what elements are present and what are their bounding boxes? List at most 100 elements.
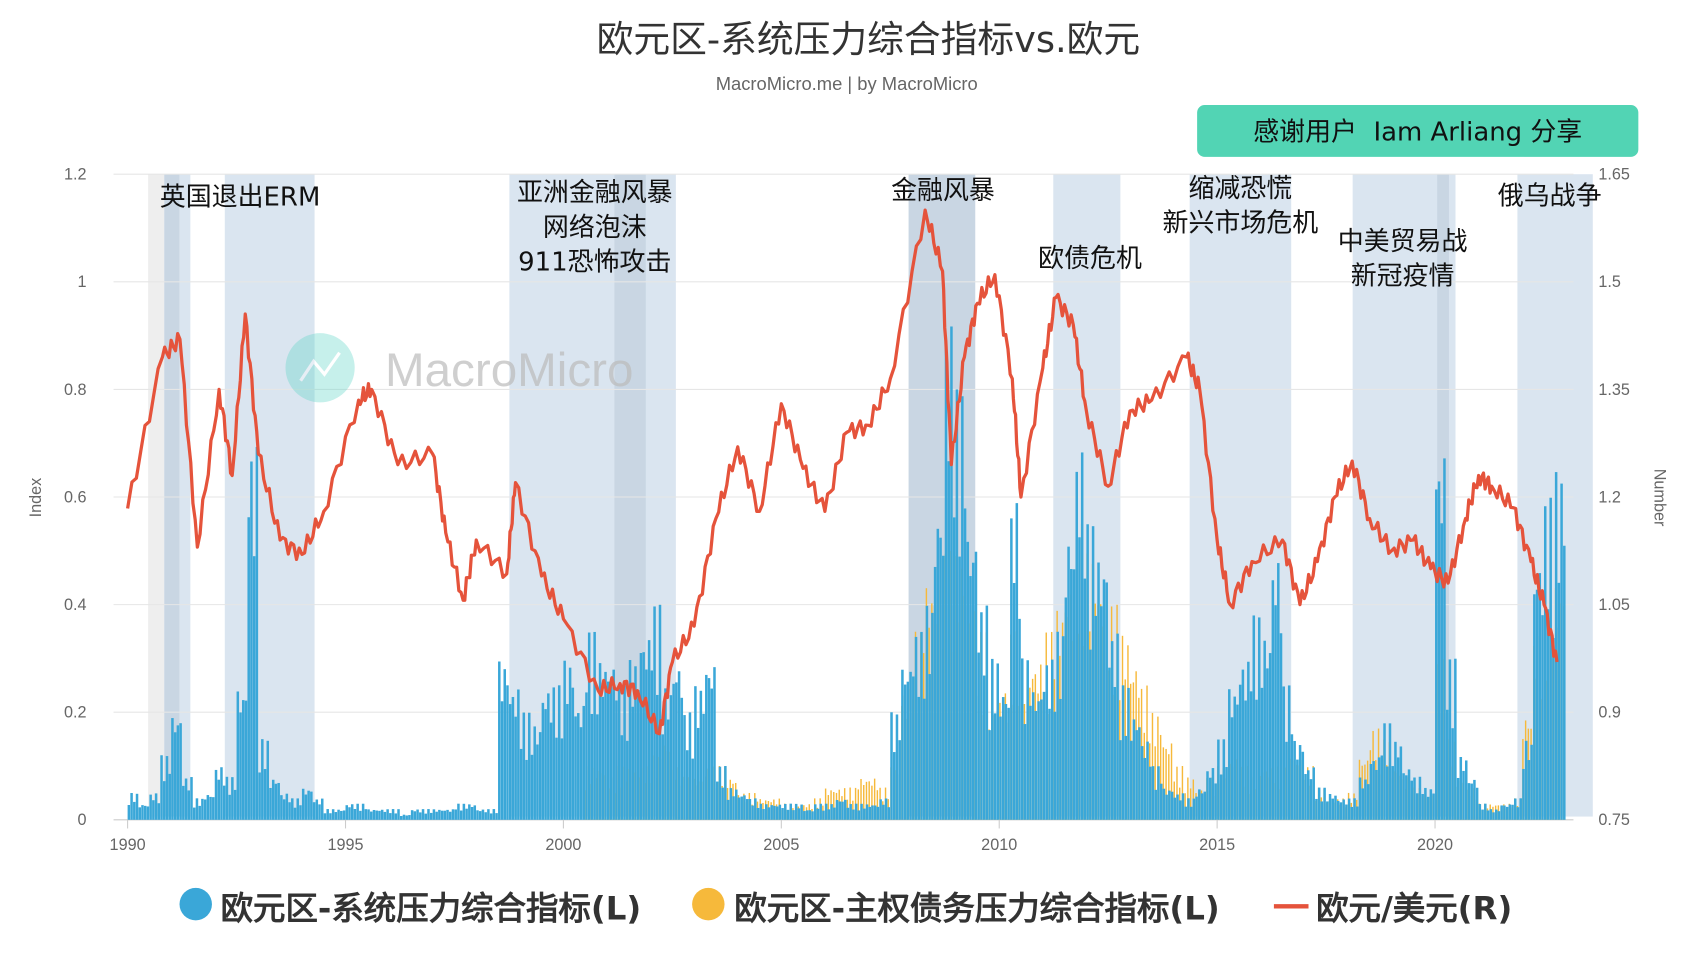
systemic-bar <box>326 809 329 820</box>
legend-label-eurusd[interactable]: 欧元/美元(R) <box>1316 889 1512 927</box>
systemic-bar <box>1031 692 1035 820</box>
systemic-bar <box>1287 685 1291 820</box>
systemic-bar <box>1146 741 1149 820</box>
systemic-bar <box>1402 773 1405 820</box>
systemic-bar <box>320 798 324 820</box>
systemic-bar <box>481 809 485 820</box>
legend-marker-systemic <box>179 887 212 921</box>
systemic-bar <box>522 712 526 820</box>
shaded-period <box>1437 174 1449 817</box>
right-tick-label: 1.05 <box>1598 596 1630 614</box>
annotation-label: 俄乌战争 <box>1498 181 1602 211</box>
systemic-bar <box>1429 789 1433 820</box>
systemic-bar <box>598 663 602 820</box>
systemic-bar <box>1538 573 1542 820</box>
systemic-bar <box>334 812 338 820</box>
systemic-bar <box>266 740 270 820</box>
systemic-bar <box>1549 497 1552 820</box>
systemic-bar <box>1070 569 1073 820</box>
sovereign-bar <box>833 792 835 820</box>
systemic-bar <box>160 755 163 820</box>
x-tick-label: 2000 <box>545 836 581 854</box>
systemic-bar <box>666 719 670 820</box>
systemic-bar <box>1522 768 1525 820</box>
systemic-bar <box>511 696 515 820</box>
systemic-bar <box>879 799 882 820</box>
legend-marker-sovereign <box>692 887 725 921</box>
systemic-bar <box>345 805 349 820</box>
systemic-bar <box>1527 760 1531 820</box>
systemic-bar <box>258 772 261 820</box>
systemic-bar <box>299 805 302 820</box>
systemic-bar <box>203 799 207 820</box>
systemic-bar <box>895 714 899 820</box>
systemic-bar <box>982 675 986 820</box>
systemic-bar <box>1255 699 1258 820</box>
systemic-bar <box>732 796 735 820</box>
systemic-bar <box>721 787 724 820</box>
systemic-bar <box>370 811 373 820</box>
systemic-bar <box>680 697 684 820</box>
systemic-bar <box>269 787 272 820</box>
annotation-label: 欧债危机 <box>1038 244 1142 274</box>
systemic-bar <box>399 816 403 820</box>
systemic-bar <box>1336 800 1340 820</box>
systemic-bar <box>296 798 299 820</box>
systemic-bar <box>1293 740 1296 820</box>
systemic-bar <box>1211 768 1215 820</box>
systemic-bar <box>1383 723 1386 820</box>
systemic-bar <box>1198 789 1201 820</box>
systemic-bar <box>375 810 378 820</box>
systemic-bar <box>1004 704 1008 820</box>
systemic-bar <box>606 681 610 820</box>
systemic-bar <box>1230 717 1234 820</box>
systemic-bar <box>781 808 784 820</box>
systemic-bar <box>525 759 528 820</box>
systemic-bar <box>410 810 414 820</box>
systemic-bar <box>628 660 632 820</box>
systemic-bar <box>691 758 694 820</box>
systemic-bar <box>1394 741 1397 820</box>
systemic-bar <box>1369 764 1373 820</box>
systemic-bar <box>1140 746 1144 820</box>
systemic-bar <box>1100 606 1103 820</box>
systemic-bar <box>609 684 613 820</box>
watermark <box>285 333 355 403</box>
legend-label-systemic[interactable]: 欧元区-系统压力综合指标(L) <box>221 889 642 927</box>
systemic-bar <box>952 517 956 820</box>
systemic-bar <box>1530 744 1533 820</box>
systemic-bar <box>1233 696 1236 820</box>
systemic-bar <box>457 803 460 820</box>
systemic-bar <box>863 808 866 820</box>
systemic-bar <box>1364 779 1367 820</box>
systemic-bar <box>1492 812 1495 820</box>
systemic-bar <box>533 726 536 820</box>
systemic-bar <box>1380 755 1384 820</box>
systemic-bar <box>985 605 989 820</box>
systemic-bar <box>1061 636 1065 820</box>
systemic-bar <box>1010 518 1013 820</box>
systemic-bar <box>1116 633 1119 820</box>
systemic-bar <box>1282 686 1286 820</box>
left-tick-label: 0.4 <box>64 596 87 614</box>
systemic-bar <box>470 807 474 820</box>
systemic-bar <box>1437 481 1441 820</box>
systemic-bar <box>206 795 210 820</box>
systemic-bar <box>318 804 321 820</box>
legend-label-sovereign[interactable]: 欧元区-主权债务压力综合指标(L) <box>734 889 1219 927</box>
systemic-bar <box>1244 700 1247 820</box>
systemic-bar <box>593 631 596 820</box>
systemic-bar <box>359 810 362 820</box>
systemic-bar <box>255 446 259 820</box>
annotation-label: 亚洲金融风暴 <box>517 178 673 208</box>
systemic-bar <box>1290 734 1294 820</box>
systemic-bar <box>873 805 877 820</box>
systemic-bar <box>1448 659 1452 820</box>
systemic-bar <box>838 801 842 820</box>
systemic-bar <box>620 735 624 820</box>
systemic-bar <box>1277 563 1280 820</box>
systemic-bar <box>1356 806 1359 820</box>
systemic-bar <box>394 813 398 820</box>
systemic-bar <box>171 718 174 820</box>
annotation-label: 911恐怖攻击 <box>518 247 671 277</box>
